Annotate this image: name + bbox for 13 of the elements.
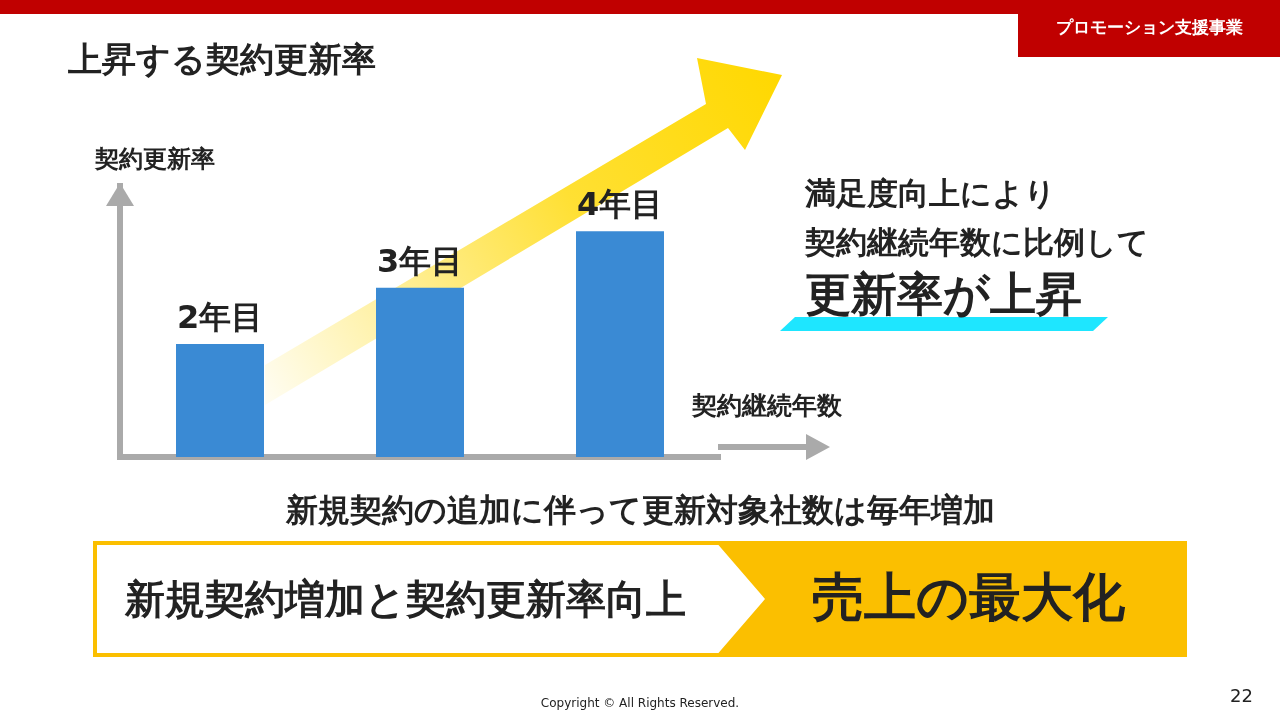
x-tick-label: 2年目 (176, 298, 264, 337)
text: 満足度向上により (805, 175, 1056, 212)
text: プロモーション支援事業 (1054, 17, 1244, 38)
x-axis-title: 契約継続年数 (692, 391, 842, 421)
text: 新規契約増加と契約更新率向上 (125, 576, 686, 622)
chart-title: 上昇する契約更新率 (68, 39, 376, 80)
text: 売上の最大化 (812, 567, 1125, 628)
text: 更新率が上昇 (805, 267, 1082, 321)
y-axis-title: 契約更新率 (95, 145, 215, 174)
text: Copyright © All Rights Reserved. (540, 696, 740, 710)
text: 22 (1230, 685, 1253, 707)
text: 契約継続年数に比例して (805, 224, 1149, 261)
text: 新規契約の追加に伴って更新対象社数は毎年増加 (284, 491, 996, 529)
